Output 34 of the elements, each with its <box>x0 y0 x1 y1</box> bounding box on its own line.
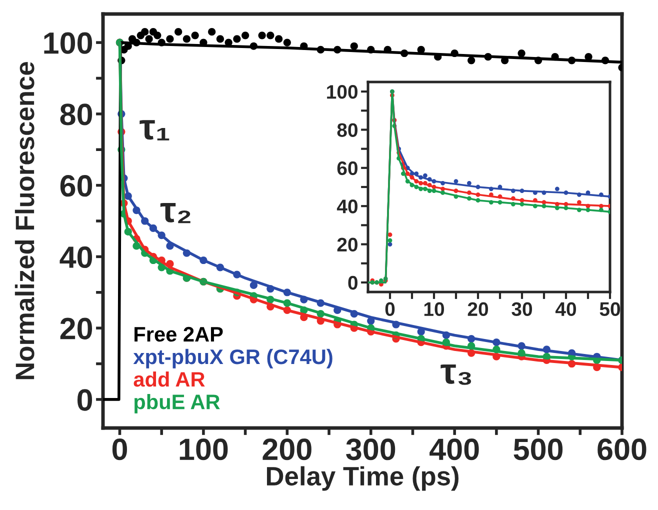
annotation: τ₁ <box>140 120 170 140</box>
x-tick-label: 40 <box>555 302 576 316</box>
x-tick-label: 500 <box>514 438 563 460</box>
x-tick-label: 0 <box>385 302 395 316</box>
y-axis-title: Normalized Fluorescence <box>14 62 34 380</box>
x-tick-label: 400 <box>430 438 479 460</box>
x-tick-label: 20 <box>468 302 488 316</box>
annotation: τ₃ <box>440 364 472 385</box>
y-tick-label: 80 <box>60 104 92 126</box>
x-tick-label: 30 <box>512 302 532 316</box>
y-tick-label: 100 <box>327 85 358 99</box>
y-tick-label: 60 <box>60 175 92 197</box>
y-tick-label: 80 <box>337 123 358 137</box>
x-tick-label: 600 <box>598 438 646 460</box>
x-tick-label: 0 <box>112 438 127 460</box>
series-label: xpt-pbuX GR (C74U) <box>133 348 332 368</box>
y-tick-label: 20 <box>337 238 358 252</box>
y-tick-label: 0 <box>77 389 92 411</box>
text: pbuE AR <box>134 394 220 414</box>
y-tick-label: 40 <box>336 200 358 214</box>
text: add AR <box>134 371 205 387</box>
y-tick-label: 100 <box>44 32 92 54</box>
x-tick-label: 300 <box>346 438 396 460</box>
y-tick-label: 60 <box>337 161 358 176</box>
x-tick-label: 10 <box>424 302 444 316</box>
x-tick-label: 50 <box>600 302 620 316</box>
y-tick-label: 0 <box>348 276 358 290</box>
annotation: τ₂ <box>160 202 190 224</box>
x-axis-title: Delay Time (ps) <box>266 466 458 491</box>
text: Free 2AP <box>134 326 223 342</box>
x-tick-label: 200 <box>262 438 312 460</box>
y-tick-label: 40 <box>60 246 92 268</box>
x-tick-label: 100 <box>180 438 228 460</box>
y-tick-label: 20 <box>60 318 92 340</box>
